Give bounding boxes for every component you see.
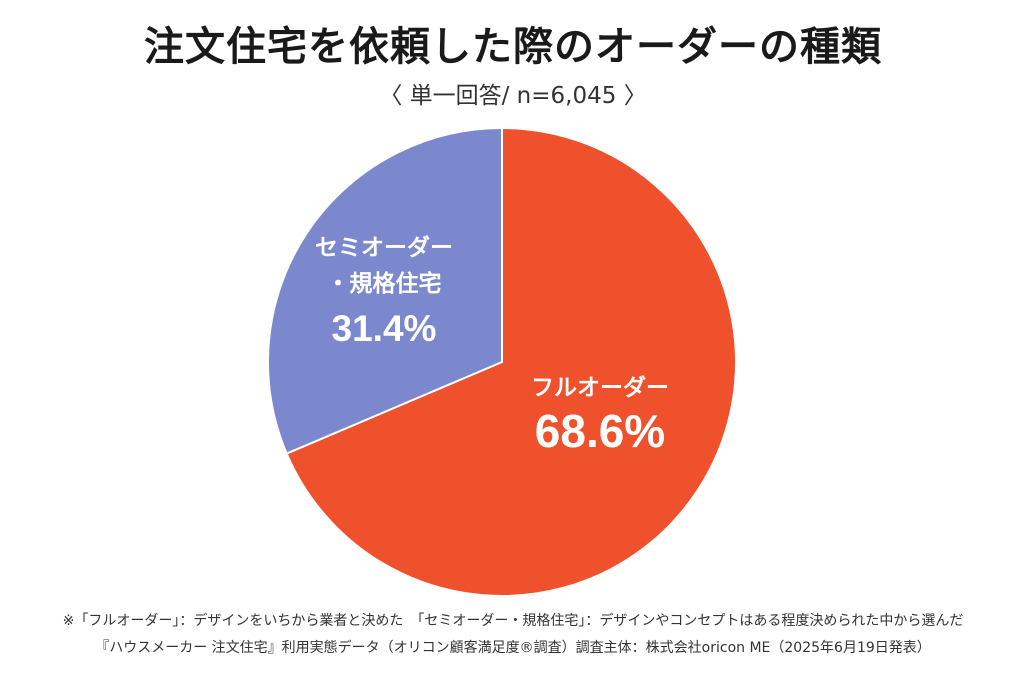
chart-title: 注文住宅を依頼した際のオーダーの種類: [144, 24, 882, 70]
slice-name-line: フルオーダー: [531, 374, 669, 401]
footnote-definitions: ※「フルオーダー」：デザインをいちから業者と決めた 「セミオーダー・規格住宅」：…: [62, 613, 964, 629]
pie-slice-label-1: セミオーダー・規格住宅 31.4%: [315, 234, 453, 349]
pie-slices: [267, 126, 737, 597]
footnote-source: 『ハウスメーカー 注文住宅』利用実態データ（オリコン顧客満足度®調査）調査主体：…: [95, 640, 931, 656]
slice-name-line: ・規格住宅: [327, 270, 442, 297]
footnotes: ※「フルオーダー」：デザインをいちから業者と決めた 「セミオーダー・規格住宅」：…: [0, 608, 1026, 662]
slice-name-line: セミオーダー: [315, 234, 453, 261]
slice-value-label: 68.6%: [535, 405, 665, 457]
pie-slice-0: [285, 126, 737, 597]
chart-subtitle: 〈 単一回答/ n=6,045 〉: [379, 83, 647, 109]
pie-slice-label-0: フルオーダー 68.6%: [531, 374, 669, 457]
pie-labels: フルオーダー 68.6% セミオーダー・規格住宅 31.4%: [315, 234, 669, 457]
slice-value-label: 31.4%: [332, 308, 437, 349]
pie-slice-1: [267, 126, 503, 455]
